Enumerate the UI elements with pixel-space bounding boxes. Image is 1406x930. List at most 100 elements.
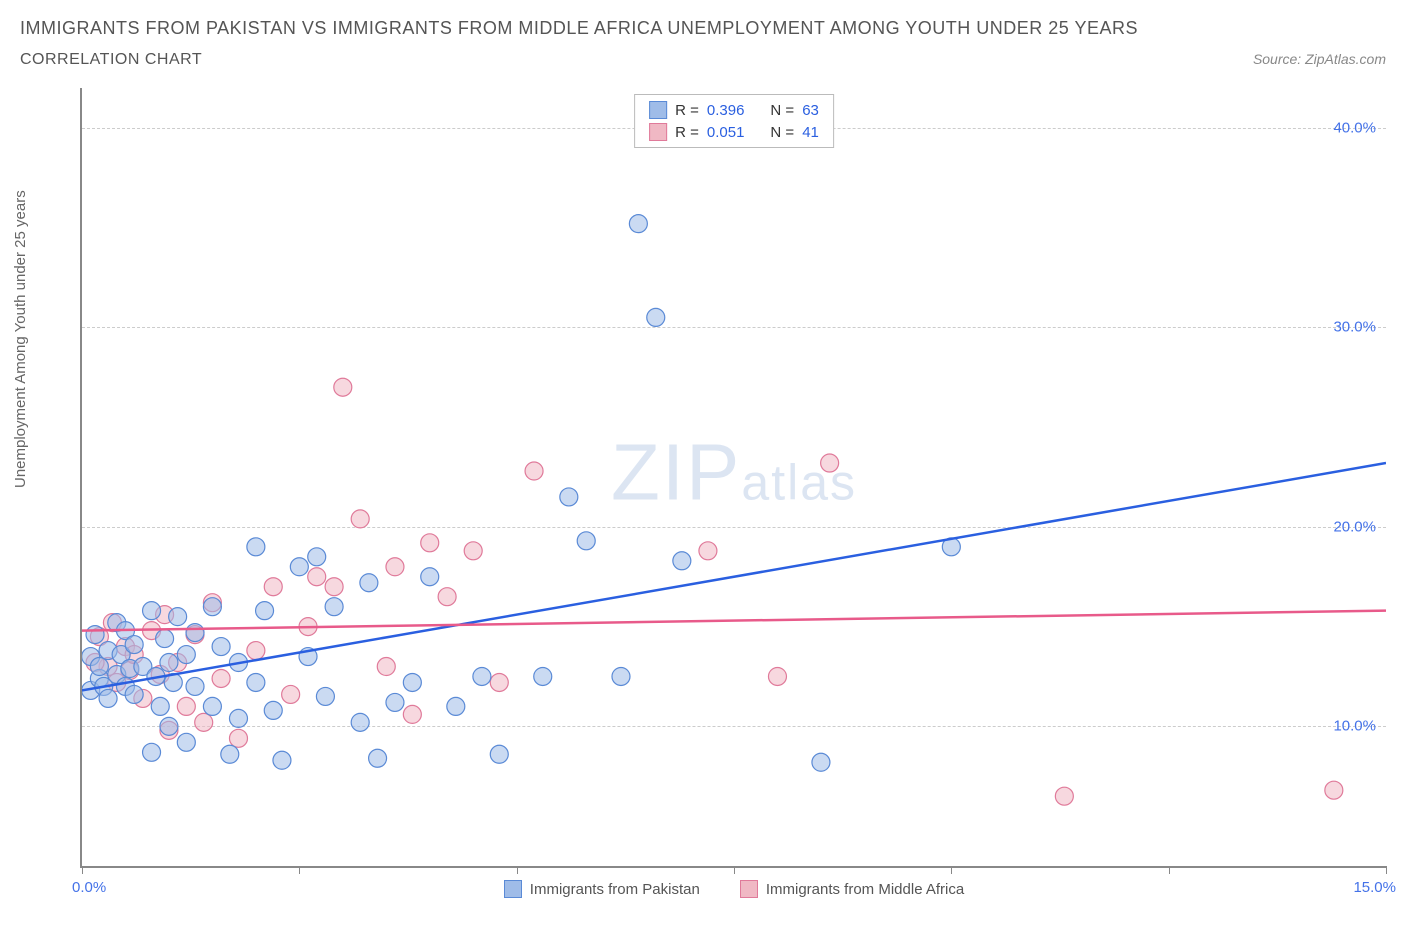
data-point [273, 751, 291, 769]
data-point [490, 745, 508, 763]
data-point [473, 667, 491, 685]
plot-svg [82, 88, 1386, 866]
data-point [490, 673, 508, 691]
data-point [143, 602, 161, 620]
legend-r-label: R = [675, 124, 699, 141]
data-point [290, 558, 308, 576]
data-point [386, 558, 404, 576]
data-point [151, 697, 169, 715]
legend-label-2: Immigrants from Middle Africa [766, 881, 964, 898]
data-point [186, 677, 204, 695]
legend-stats-row-1: R = 0.396 N = 63 [649, 99, 819, 121]
source-label: Source: ZipAtlas.com [1253, 51, 1386, 67]
data-point [99, 689, 117, 707]
data-point [447, 697, 465, 715]
legend-item-2: Immigrants from Middle Africa [740, 880, 964, 898]
data-point [177, 646, 195, 664]
legend-swatch-pink [740, 880, 758, 898]
data-point [325, 598, 343, 616]
data-point [403, 705, 421, 723]
data-point [308, 568, 326, 586]
data-point [438, 588, 456, 606]
plot-area: ZIPatlas R = 0.396 N = 63 R = 0.051 N = … [80, 88, 1386, 868]
y-axis-label: Unemployment Among Youth under 25 years [12, 190, 29, 488]
legend-r-label: R = [675, 102, 699, 119]
chart-title-main: IMMIGRANTS FROM PAKISTAN VS IMMIGRANTS F… [20, 18, 1386, 39]
trend-line [82, 611, 1386, 631]
data-point [212, 638, 230, 656]
data-point [177, 697, 195, 715]
data-point [169, 608, 187, 626]
data-point [212, 669, 230, 687]
data-point [221, 745, 239, 763]
data-point [247, 673, 265, 691]
legend-bottom: Immigrants from Pakistan Immigrants from… [82, 880, 1386, 898]
data-point [264, 578, 282, 596]
data-point [673, 552, 691, 570]
data-point [86, 626, 104, 644]
legend-label-1: Immigrants from Pakistan [530, 881, 700, 898]
legend-r-value-2: 0.051 [707, 124, 745, 141]
data-point [325, 578, 343, 596]
data-point [647, 308, 665, 326]
data-point [229, 729, 247, 747]
data-point [186, 624, 204, 642]
data-point [351, 713, 369, 731]
data-point [386, 693, 404, 711]
data-point [421, 534, 439, 552]
data-point [308, 548, 326, 566]
legend-swatch-blue [504, 880, 522, 898]
data-point [203, 598, 221, 616]
legend-n-label: N = [770, 102, 794, 119]
data-point [247, 642, 265, 660]
data-point [160, 717, 178, 735]
legend-swatch-pink [649, 123, 667, 141]
data-point [768, 667, 786, 685]
data-point [403, 673, 421, 691]
data-point [264, 701, 282, 719]
chart-header: IMMIGRANTS FROM PAKISTAN VS IMMIGRANTS F… [0, 0, 1406, 69]
data-point [229, 709, 247, 727]
data-point [203, 697, 221, 715]
data-point [812, 753, 830, 771]
legend-n-label: N = [770, 124, 794, 141]
legend-n-value-2: 41 [802, 124, 819, 141]
data-point [1325, 781, 1343, 799]
data-point [1055, 787, 1073, 805]
data-point [629, 215, 647, 233]
legend-swatch-blue [649, 101, 667, 119]
legend-stats: R = 0.396 N = 63 R = 0.051 N = 41 [634, 94, 834, 148]
data-point [464, 542, 482, 560]
data-point [360, 574, 378, 592]
data-point [699, 542, 717, 560]
data-point [160, 654, 178, 672]
trend-line [82, 463, 1386, 690]
data-point [316, 687, 334, 705]
legend-n-value-1: 63 [802, 102, 819, 119]
chart-title-sub: CORRELATION CHART [20, 51, 202, 69]
data-point [282, 685, 300, 703]
chart-container: Unemployment Among Youth under 25 years … [20, 88, 1386, 908]
data-point [612, 667, 630, 685]
data-point [125, 685, 143, 703]
data-point [256, 602, 274, 620]
data-point [90, 658, 108, 676]
data-point [821, 454, 839, 472]
data-point [377, 658, 395, 676]
data-point [351, 510, 369, 528]
data-point [125, 636, 143, 654]
data-point [247, 538, 265, 556]
data-point [334, 378, 352, 396]
data-point [534, 667, 552, 685]
data-point [369, 749, 387, 767]
legend-r-value-1: 0.396 [707, 102, 745, 119]
legend-stats-row-2: R = 0.051 N = 41 [649, 121, 819, 143]
data-point [156, 630, 174, 648]
data-point [195, 713, 213, 731]
data-point [560, 488, 578, 506]
data-point [421, 568, 439, 586]
data-point [525, 462, 543, 480]
data-point [143, 743, 161, 761]
data-point [577, 532, 595, 550]
data-point [177, 733, 195, 751]
